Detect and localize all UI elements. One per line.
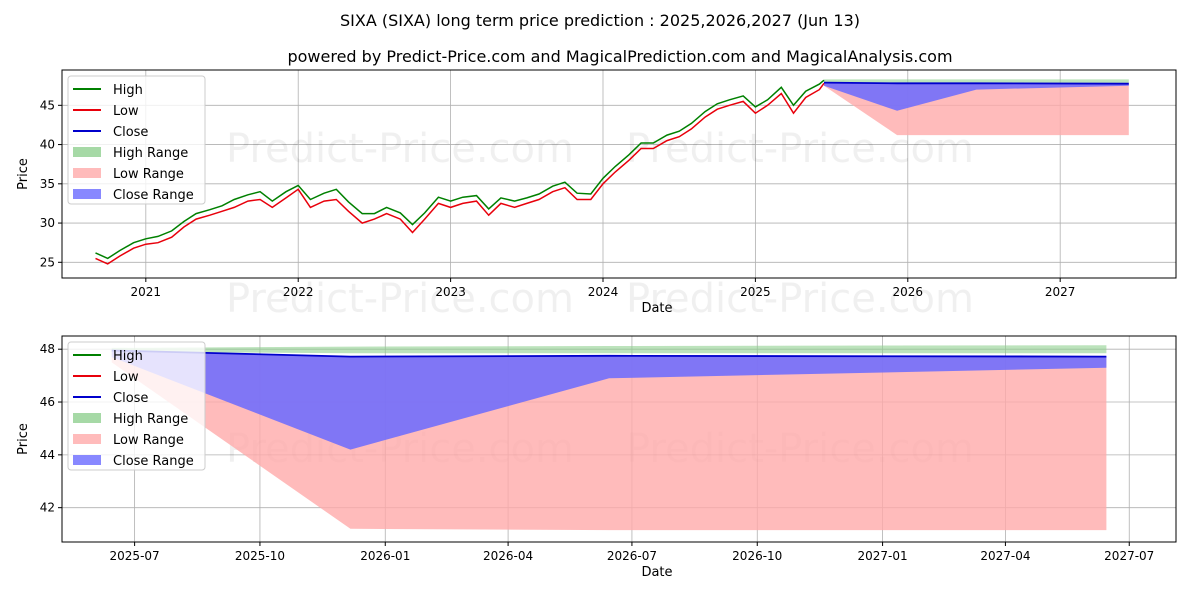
y-tick-label: 30 [40, 216, 55, 230]
legend-swatch-low_range [73, 434, 101, 444]
x-tick-label: 2026 [893, 285, 924, 299]
x-tick-label: 2027-04 [980, 549, 1030, 563]
y-tick-label: 40 [40, 138, 55, 152]
y-tick-label: 42 [40, 501, 55, 515]
top-panel: Predict-Price.com Predict-Price.com Predic… [16, 69, 1177, 322]
x-axis-label: Date [641, 565, 672, 580]
x-tick-label: 2027 [1045, 285, 1076, 299]
legend-swatch-high_range [73, 147, 101, 157]
x-tick-label: 2021 [131, 285, 162, 299]
legend-label-close: Close [113, 125, 148, 140]
y-tick-label: 25 [40, 255, 55, 269]
low-series-line [95, 82, 825, 265]
close-range-band [824, 82, 1129, 111]
x-tick-label: 2025 [740, 285, 771, 299]
legend-box [67, 341, 206, 471]
legend-swatch-high_range [73, 413, 101, 423]
y-axis-label: Price [16, 423, 31, 455]
y-tick-label: 48 [40, 342, 55, 356]
x-tick-label: 2026-10 [732, 549, 782, 563]
y-tick-label: 45 [40, 98, 55, 112]
watermark-text: Predict-Price.com [226, 276, 574, 322]
legend-label-high: High [113, 349, 143, 364]
y-axis-label: Price [16, 158, 31, 190]
high-range-band [111, 345, 1107, 354]
legend-label-close: Close [113, 391, 148, 406]
x-tick-label: 2026-07 [607, 549, 657, 563]
x-tick-label: 2025-10 [235, 549, 285, 563]
close-range-band [111, 350, 1107, 450]
close-series-line [111, 349, 1107, 358]
axes-frame [61, 69, 1177, 279]
x-tick-label: 2027-01 [858, 549, 908, 563]
x-axis-label: Date [641, 301, 672, 316]
y-tick-label: 44 [40, 448, 55, 462]
watermark-text: Predict-Price.com [226, 126, 574, 172]
x-tick-label: 2024 [588, 285, 619, 299]
legend-label-high_range: High Range [113, 146, 188, 161]
top-plot-area [95, 79, 1129, 265]
legend-label-close_range: Close Range [113, 454, 194, 469]
close-series-line [823, 81, 1129, 85]
watermark-text: Predict-Price.com [626, 276, 974, 322]
bottom-panel: Predict-Price.comPredict-Price.com2025-0… [16, 335, 1177, 580]
legend-label-low_range: Low Range [113, 433, 184, 448]
y-tick-label: 35 [40, 177, 55, 191]
legend-label-low: Low [113, 104, 139, 119]
y-tick-label: 46 [40, 395, 55, 409]
x-tick-label: 2026-04 [483, 549, 533, 563]
legend: High Low Close High Range Low Range Close Ran… [67, 75, 206, 205]
x-tick-label: 2023 [435, 285, 466, 299]
x-tick-label: 2022 [283, 285, 314, 299]
x-tick-label: 2026-01 [360, 549, 410, 563]
chart-subtitle: powered by Predict-Price.com and Magical… [287, 47, 952, 66]
legend-swatch-close_range [73, 455, 101, 465]
legend-label-low_range: Low Range [113, 167, 184, 182]
x-tick-label: 2027-07 [1104, 549, 1154, 563]
high-series-line [95, 79, 825, 260]
chart-title: SIXA (SIXA) long term price prediction :… [340, 11, 860, 30]
bottom-plot-area [111, 345, 1107, 531]
legend: High Low Close High Range Low Range Close Ran… [67, 341, 206, 471]
legend-label-high_range: High Range [113, 412, 188, 427]
legend-swatch-close_range [73, 189, 101, 199]
axes-frame [61, 335, 1177, 543]
legend-swatch-low_range [73, 168, 101, 178]
legend-label-low: Low [113, 370, 139, 385]
x-tick-label: 2025-07 [110, 549, 160, 563]
legend-label-high: High [113, 83, 143, 98]
legend-box [67, 75, 206, 205]
legend-label-close_range: Close Range [113, 188, 194, 203]
